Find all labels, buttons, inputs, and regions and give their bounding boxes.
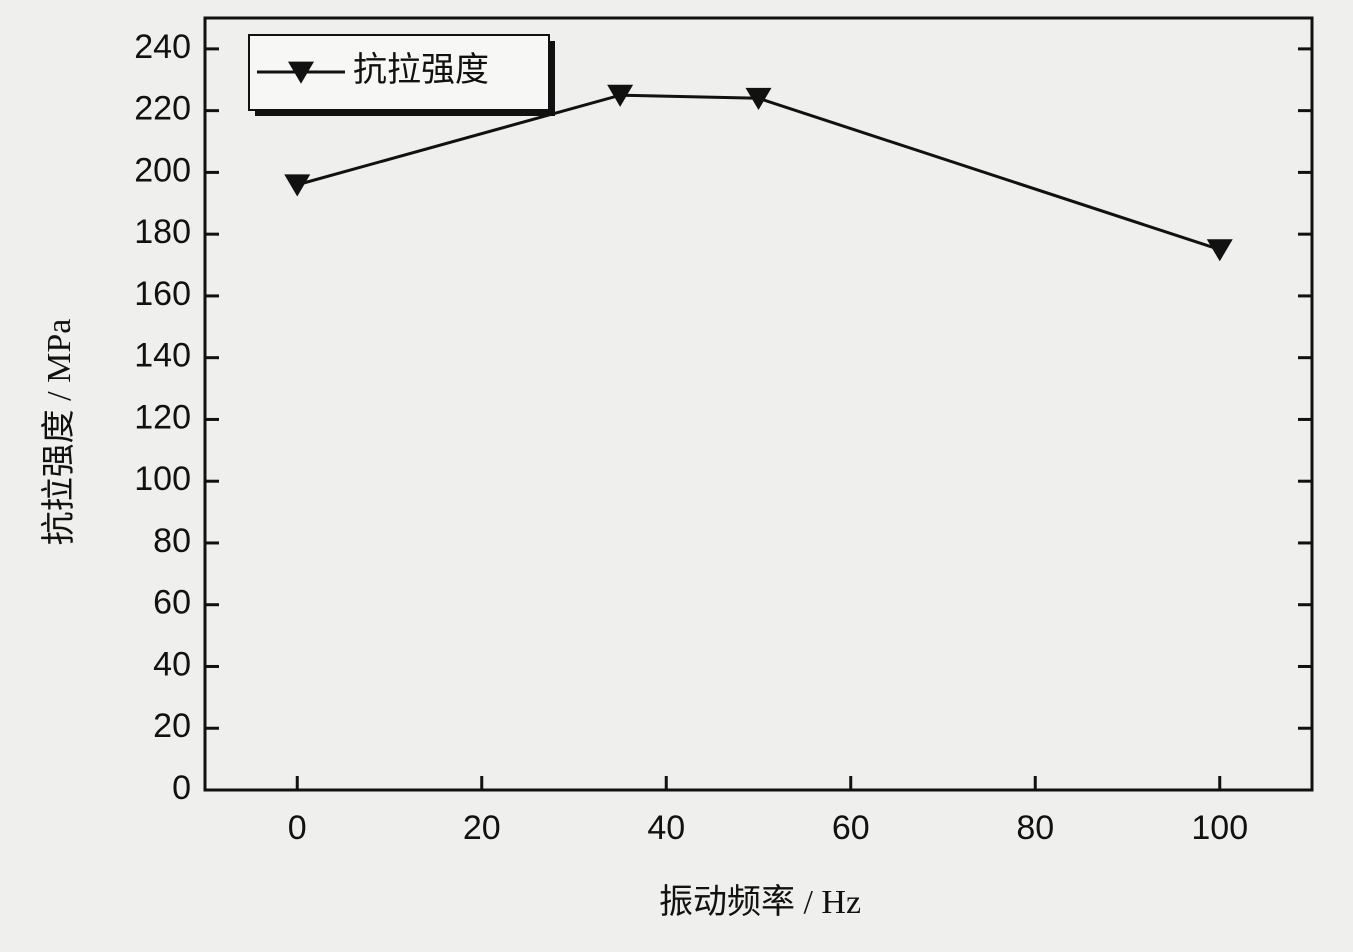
x-tick-label: 0 <box>288 809 307 847</box>
data-marker <box>745 87 772 110</box>
y-tick-label: 80 <box>153 522 191 560</box>
y-tick-label: 0 <box>172 769 191 807</box>
legend-marker <box>288 61 314 84</box>
data-line <box>296 93 1221 252</box>
y-tick-label: 220 <box>134 90 191 128</box>
data-marker <box>607 84 634 107</box>
x-axis-title: 振动频率 / Hz <box>659 883 861 921</box>
legend-label: 抗拉强度 <box>353 51 489 89</box>
data-marker <box>1206 239 1233 262</box>
x-tick-label: 60 <box>832 809 870 847</box>
y-tick-label: 180 <box>134 213 191 251</box>
y-tick-label: 160 <box>134 275 191 313</box>
plot-frame <box>203 16 1314 792</box>
y-tick-label: 60 <box>153 584 191 622</box>
x-tick-label: 40 <box>647 809 685 847</box>
y-tick-label: 40 <box>153 645 191 683</box>
y-tick-label: 120 <box>134 398 191 436</box>
y-tick-label: 240 <box>134 28 191 66</box>
data-marker <box>284 174 311 197</box>
y-tick-label: 200 <box>134 151 191 189</box>
x-tick-label: 80 <box>1016 809 1054 847</box>
y-tick-label: 100 <box>134 460 191 498</box>
y-tick-label: 20 <box>153 707 191 745</box>
x-tick-label: 20 <box>463 809 501 847</box>
x-tick-label: 100 <box>1191 809 1248 847</box>
y-axis-title: 抗拉强度 / MPa <box>40 319 78 546</box>
y-tick-label: 140 <box>134 337 191 375</box>
